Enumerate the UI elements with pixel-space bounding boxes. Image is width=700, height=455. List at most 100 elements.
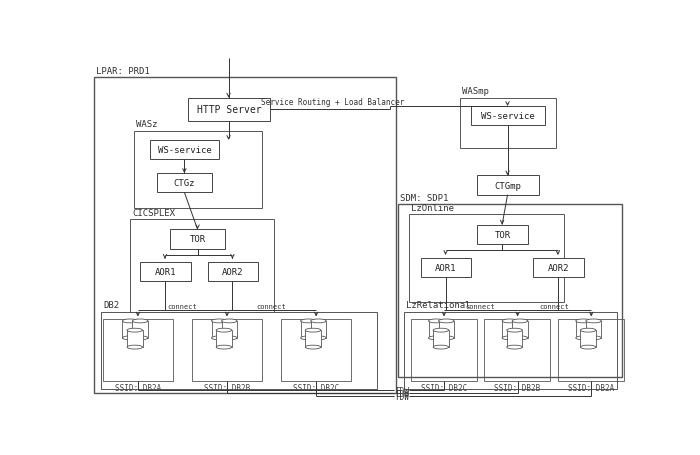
Text: SSID: DB2A: SSID: DB2A xyxy=(115,383,161,392)
Text: FDW: FDW xyxy=(395,389,409,398)
Text: Service Routing + Load Balancer: Service Routing + Load Balancer xyxy=(262,98,405,107)
Ellipse shape xyxy=(211,336,227,340)
Ellipse shape xyxy=(433,345,449,349)
Bar xyxy=(433,330,449,347)
Text: TOR: TOR xyxy=(494,230,510,239)
Bar xyxy=(281,320,351,381)
Bar xyxy=(170,230,225,249)
Ellipse shape xyxy=(132,319,148,323)
Bar xyxy=(102,312,377,389)
Ellipse shape xyxy=(512,319,528,323)
Bar xyxy=(507,330,522,347)
Ellipse shape xyxy=(300,336,316,340)
Bar xyxy=(150,141,219,160)
Text: FDW: FDW xyxy=(395,386,409,395)
Text: WASz: WASz xyxy=(136,120,158,129)
Ellipse shape xyxy=(580,345,596,349)
Text: SSID: DB2C: SSID: DB2C xyxy=(293,383,340,392)
Bar xyxy=(439,321,454,338)
Ellipse shape xyxy=(439,336,454,340)
Bar xyxy=(134,131,262,208)
Bar xyxy=(122,321,138,338)
Ellipse shape xyxy=(216,345,232,349)
Ellipse shape xyxy=(507,329,522,332)
Ellipse shape xyxy=(300,319,316,323)
Bar xyxy=(130,220,274,312)
Bar xyxy=(222,321,237,338)
Ellipse shape xyxy=(575,319,592,323)
Bar xyxy=(409,214,564,303)
Bar xyxy=(103,320,173,381)
Text: DB2: DB2 xyxy=(104,301,120,310)
Ellipse shape xyxy=(127,329,143,332)
Bar xyxy=(94,78,396,393)
Ellipse shape xyxy=(305,329,321,332)
Bar xyxy=(398,204,622,377)
Text: CTGz: CTGz xyxy=(174,179,195,188)
Text: LPAR: PRD1: LPAR: PRD1 xyxy=(96,66,150,76)
Bar xyxy=(305,330,321,347)
Text: AOR1: AOR1 xyxy=(155,267,176,276)
Ellipse shape xyxy=(580,329,596,332)
Bar xyxy=(404,312,617,389)
Ellipse shape xyxy=(222,336,237,340)
Text: WASmp: WASmp xyxy=(462,87,489,96)
Ellipse shape xyxy=(512,336,528,340)
Text: connect: connect xyxy=(256,303,286,309)
Text: HTTP Server: HTTP Server xyxy=(197,105,261,115)
Ellipse shape xyxy=(586,336,601,340)
Bar xyxy=(428,321,444,338)
Text: SSID: DB2C: SSID: DB2C xyxy=(421,383,467,392)
Ellipse shape xyxy=(122,319,138,323)
Bar xyxy=(300,321,316,338)
Ellipse shape xyxy=(433,329,449,332)
Text: connect: connect xyxy=(167,303,197,309)
Bar xyxy=(586,321,601,338)
Ellipse shape xyxy=(211,319,227,323)
Bar xyxy=(533,258,584,278)
Bar xyxy=(459,98,556,148)
Bar xyxy=(216,330,232,347)
Ellipse shape xyxy=(439,319,454,323)
Text: LzRelational: LzRelational xyxy=(406,301,470,310)
Text: CICSPLEX: CICSPLEX xyxy=(132,208,176,217)
Text: FDW: FDW xyxy=(395,392,409,401)
Bar xyxy=(140,262,190,281)
Text: AOR2: AOR2 xyxy=(222,267,244,276)
Bar xyxy=(421,258,471,278)
Ellipse shape xyxy=(311,319,326,323)
Ellipse shape xyxy=(575,336,592,340)
Text: AOR1: AOR1 xyxy=(435,263,456,272)
Bar xyxy=(580,330,596,347)
Ellipse shape xyxy=(428,319,444,323)
Bar xyxy=(502,321,517,338)
Text: SSID: DB2A: SSID: DB2A xyxy=(568,383,615,392)
Bar xyxy=(477,176,538,195)
Ellipse shape xyxy=(305,345,321,349)
Bar xyxy=(158,174,211,193)
Ellipse shape xyxy=(222,319,237,323)
Bar xyxy=(411,320,477,381)
Text: WS-service: WS-service xyxy=(158,146,211,155)
Ellipse shape xyxy=(127,345,143,349)
Ellipse shape xyxy=(122,336,138,340)
Ellipse shape xyxy=(507,345,522,349)
Text: SSID: DB2B: SSID: DB2B xyxy=(204,383,250,392)
Ellipse shape xyxy=(502,336,517,340)
Bar xyxy=(484,320,550,381)
Bar xyxy=(192,320,262,381)
Bar xyxy=(208,262,258,281)
Bar xyxy=(127,330,143,347)
Bar xyxy=(132,321,148,338)
Ellipse shape xyxy=(132,336,148,340)
Bar xyxy=(575,321,592,338)
Text: WS-service: WS-service xyxy=(481,112,535,121)
Ellipse shape xyxy=(216,329,232,332)
Bar xyxy=(188,98,270,121)
Text: AOR2: AOR2 xyxy=(547,263,569,272)
Text: SSID: DB2B: SSID: DB2B xyxy=(494,383,540,392)
Text: connect: connect xyxy=(466,303,496,309)
Ellipse shape xyxy=(586,319,601,323)
Bar xyxy=(558,320,624,381)
Bar xyxy=(471,107,545,126)
